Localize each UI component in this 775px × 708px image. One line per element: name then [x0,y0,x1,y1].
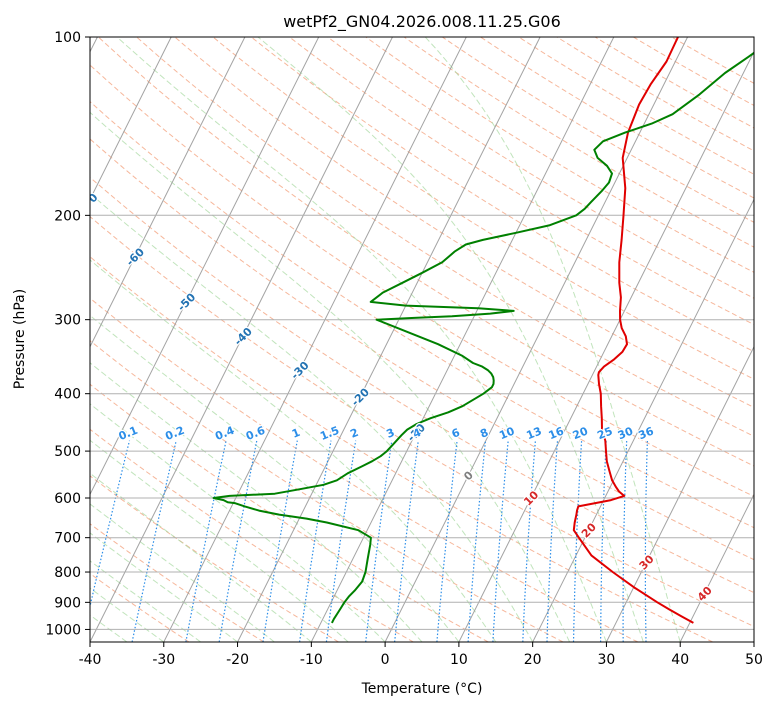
y-tick-label: 300 [54,313,81,329]
x-tick-label: 20 [524,652,542,668]
isotherm-line [90,37,393,642]
dry-adiabat [403,37,754,248]
mixing-ratio-line [299,440,332,642]
dry-adiabat [90,138,754,561]
moist-adiabat [90,362,423,642]
mixing-ratio-line [522,440,536,642]
x-tick-label: -10 [300,652,323,668]
mixing-ratio-line [622,440,628,642]
isotherm-line [90,37,320,496]
x-tick-label: 30 [598,652,616,668]
dry-adiabat [90,428,414,642]
x-tick-label: -40 [79,652,102,668]
isotherm-line [458,50,754,642]
isotherm-line [163,37,467,642]
moist-adiabat [257,37,644,642]
grid-lines [90,37,754,630]
mixing-ratio-line [262,440,298,642]
isotherm-line [90,37,172,201]
moist-adiabat [90,314,460,642]
plot-frame [89,36,755,643]
mixing-ratio-line [218,440,258,642]
moist-adiabat [90,472,312,642]
y-tick-label: 600 [54,491,81,507]
dry-adiabat [556,37,754,152]
dewpoint-line [212,51,754,624]
isotherm-line [384,37,689,642]
dry-adiabat [90,215,754,628]
isotherm-line [310,37,615,642]
moist-adiabat [116,37,607,642]
mixing-ratio-line [600,440,607,642]
y-tick-label: 500 [54,444,81,460]
mixing-ratio-line [185,440,227,642]
chart-title: wetPf2_GN04.2026.008.11.25.G06 [283,12,561,32]
dry-adiabat [90,256,713,642]
dry-adiabat [212,37,754,380]
mixing-ratio-label-text: 13 [525,424,544,442]
x-tick-label: 50 [745,652,763,668]
mixing-ratio-line [644,440,648,642]
temperature-line [572,37,694,624]
isotherm-line [532,198,754,642]
x-axis-title: Temperature (°C) [361,681,483,697]
isotherm-line [679,493,754,642]
x-tick-label: 0 [381,652,390,668]
moist-adiabat [90,192,534,642]
dry-adiabat [90,523,265,642]
isotherm-line [237,37,541,642]
moist-adiabat [424,37,681,642]
profiles [212,37,754,624]
dry-adiabat [136,37,754,437]
mixing-ratio-line [572,440,583,642]
dry-adiabat [174,37,754,409]
dry-adiabat [97,37,754,467]
x-tick-label: 40 [671,652,689,668]
y-tick-label: 800 [54,565,81,581]
y-tick-label: 1000 [45,622,81,638]
mixing-ratio-line [546,440,559,642]
moist-adiabat [90,403,386,642]
x-tick-label: -20 [226,652,249,668]
x-tick-label: 10 [450,652,468,668]
dry-adiabat [365,37,754,273]
axes: -40 -30 -20 -10 0 10 20 30 40 50 1000 900 800 700 600 5… [45,30,763,668]
isotherm-line [605,345,754,642]
mixing-ratio-label: 13 [523,423,545,443]
isotherm-line [90,37,246,348]
y-tick-label: 900 [54,595,81,611]
y-tick-label: 100 [54,30,81,46]
moist-adiabat [90,111,571,642]
x-tick-label: -30 [152,652,175,668]
y-tick-label: 200 [54,208,81,224]
dry-adiabat [90,100,754,529]
mixing-ratio-line [394,440,419,642]
mixing-ratio-line [131,440,177,642]
moist-adiabat [90,259,497,642]
background-lines [90,37,754,642]
y-axis-title: Pressure (hPa) [12,289,28,389]
mixing-ratio-line [325,440,357,642]
mixing-ratio-line [492,440,509,642]
mixing-ratio-line [436,440,458,642]
mixing-ratio-line [467,440,487,642]
y-tick-label: 400 [54,387,81,403]
dry-adiabat [289,37,754,326]
mixing-ratio-line [365,440,393,642]
y-tick-label: 700 [54,531,81,547]
dry-adiabat [518,37,754,175]
dry-adiabat [90,176,754,594]
